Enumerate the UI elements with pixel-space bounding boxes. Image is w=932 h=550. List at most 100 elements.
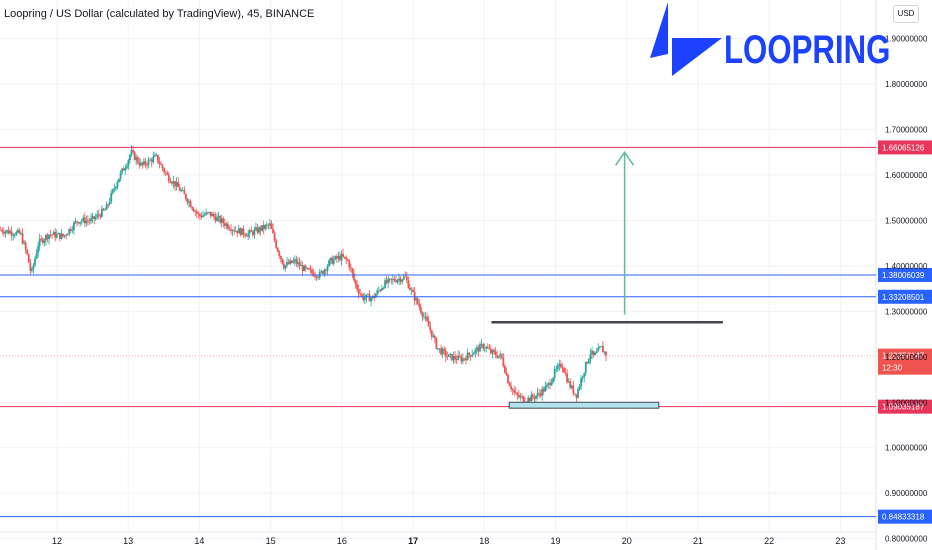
candle-body: [494, 351, 497, 356]
candle-body: [270, 223, 273, 229]
candle-body: [577, 389, 579, 398]
candle-body: [480, 344, 483, 345]
candle-body: [337, 256, 340, 259]
candle-body: [507, 374, 509, 384]
level-label: 0.84833318: [882, 513, 925, 522]
candle-body: [458, 355, 461, 357]
candle-body: [251, 231, 254, 235]
candle-body: [407, 280, 410, 288]
candle-body: [575, 394, 578, 398]
chart-title: Loopring / US Dollar (calculated by Trad…: [4, 8, 315, 20]
candle-body: [69, 228, 72, 231]
candle-body: [531, 394, 534, 398]
candle-body: [4, 231, 7, 234]
candle-body: [289, 260, 292, 264]
candle-body: [597, 347, 600, 352]
candle-body: [227, 223, 229, 229]
price-tick-label: 1.00000000: [885, 444, 928, 453]
candle-body: [216, 217, 218, 222]
candle-body: [309, 269, 312, 271]
candle-body: [345, 257, 348, 260]
candle-body: [125, 165, 128, 169]
candle-body: [423, 316, 425, 318]
time-tick-label: 16: [337, 536, 347, 546]
candle-body: [468, 352, 470, 355]
candle-body: [314, 275, 316, 277]
candle-body: [591, 350, 593, 355]
price-tick-label: 1.30000000: [885, 307, 928, 316]
candle-body: [587, 358, 590, 364]
candle-body: [217, 216, 220, 218]
candle-body: [51, 234, 54, 236]
candle-body: [581, 377, 584, 379]
candle-body: [391, 278, 394, 280]
candle-body: [76, 221, 78, 223]
candle-body: [219, 216, 222, 223]
candle-body: [74, 221, 77, 223]
candle-body: [573, 393, 576, 395]
candle-body: [351, 268, 354, 274]
candle-body: [421, 312, 424, 317]
candle-body: [273, 233, 276, 241]
candle-body: [239, 228, 242, 236]
candle-body: [163, 168, 166, 173]
candle-body: [167, 174, 170, 182]
candle-body: [569, 381, 572, 388]
candle-body: [65, 235, 68, 236]
candle-body: [43, 240, 46, 243]
candle-body: [600, 346, 603, 347]
candle-body: [228, 228, 231, 230]
candle-body: [323, 269, 326, 274]
candle-body: [329, 257, 332, 261]
candle-body: [155, 154, 158, 156]
candle-body: [211, 213, 214, 217]
candle-body: [68, 228, 71, 235]
candle-body: [279, 256, 282, 259]
candle-body: [90, 218, 92, 222]
buy-zone: [508, 401, 660, 409]
candle-body: [513, 389, 516, 393]
candle-body: [253, 229, 256, 235]
candle-body: [292, 261, 295, 263]
time-tick-label: 12: [52, 536, 62, 546]
candle-body: [71, 229, 74, 231]
candle-body: [539, 393, 542, 396]
candle-body: [223, 223, 226, 226]
time-tick-label: 19: [551, 536, 561, 546]
price-tick-label: 0.90000000: [885, 489, 928, 498]
candle-body: [284, 265, 287, 269]
candle-body: [410, 289, 413, 291]
level-label-bg: [878, 509, 932, 524]
candle-body: [342, 253, 344, 257]
candle-body: [563, 368, 565, 373]
candle-body: [161, 164, 164, 169]
candle-body: [164, 172, 167, 174]
candle-body: [52, 231, 55, 235]
candle-body: [340, 253, 343, 261]
candle-body: [315, 276, 318, 278]
candle-body: [191, 206, 194, 209]
level-label: 1.33208501: [882, 293, 925, 302]
candle-body: [589, 354, 592, 359]
candle-body: [119, 172, 122, 179]
candle-body: [59, 233, 61, 239]
candle-body: [124, 168, 127, 171]
currency-button[interactable]: USD: [893, 5, 919, 23]
candle-body: [104, 209, 106, 211]
candle-body: [488, 348, 491, 350]
candle-body: [359, 293, 362, 295]
candle-body: [110, 192, 113, 202]
candle-body: [471, 354, 474, 357]
candle-body: [199, 214, 201, 216]
candle-body: [236, 230, 239, 234]
candle-body: [395, 280, 397, 283]
candle-body: [48, 234, 50, 240]
candle-body: [528, 397, 531, 402]
candle-body: [483, 348, 486, 350]
candle-body: [202, 215, 204, 218]
candle-body: [390, 278, 393, 280]
candle-body: [186, 199, 189, 203]
candle-body: [91, 216, 94, 219]
candle-body: [242, 228, 245, 235]
